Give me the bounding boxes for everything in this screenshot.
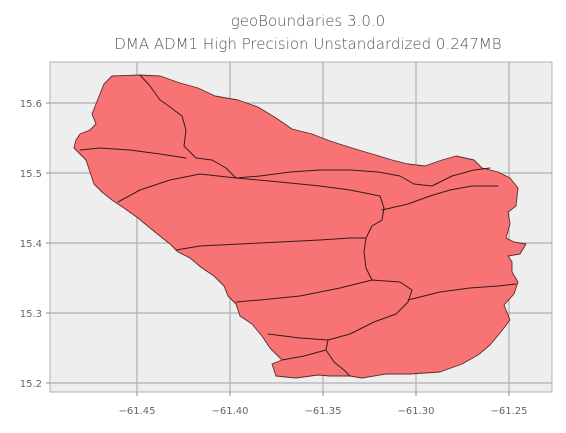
x-tick-label: −61.30 <box>397 406 434 417</box>
x-tick-label: −61.25 <box>490 406 527 417</box>
map-title-line-2: DMA ADM1 High Precision Unstandardized 0… <box>114 35 501 53</box>
y-tick-label: 15.4 <box>20 239 42 250</box>
x-tick-label: −61.40 <box>211 406 248 417</box>
parish-border <box>381 185 499 211</box>
y-tick-label: 15.3 <box>20 309 42 320</box>
y-tick-label: 15.6 <box>20 99 42 110</box>
parish-border <box>235 279 413 341</box>
y-tick-label: 15.5 <box>20 169 42 180</box>
map-title-line-1: geoBoundaries 3.0.0 <box>231 12 385 30</box>
x-axis: −61.45 −61.40 −61.35 −61.30 −61.25 <box>118 392 528 417</box>
parish-border <box>407 283 517 301</box>
admin-borders <box>79 74 517 377</box>
y-axis: 15.6 15.5 15.4 15.3 15.2 <box>20 99 50 390</box>
parish-border <box>117 173 385 239</box>
parish-border <box>235 167 491 187</box>
parish-border <box>79 147 187 159</box>
x-tick-label: −61.35 <box>304 406 341 417</box>
parish-border <box>281 349 327 361</box>
x-tick-label: −61.45 <box>118 406 155 417</box>
island-shape <box>73 74 527 379</box>
parish-border <box>175 237 373 281</box>
parish-border <box>139 74 237 179</box>
y-tick-label: 15.2 <box>20 379 42 390</box>
